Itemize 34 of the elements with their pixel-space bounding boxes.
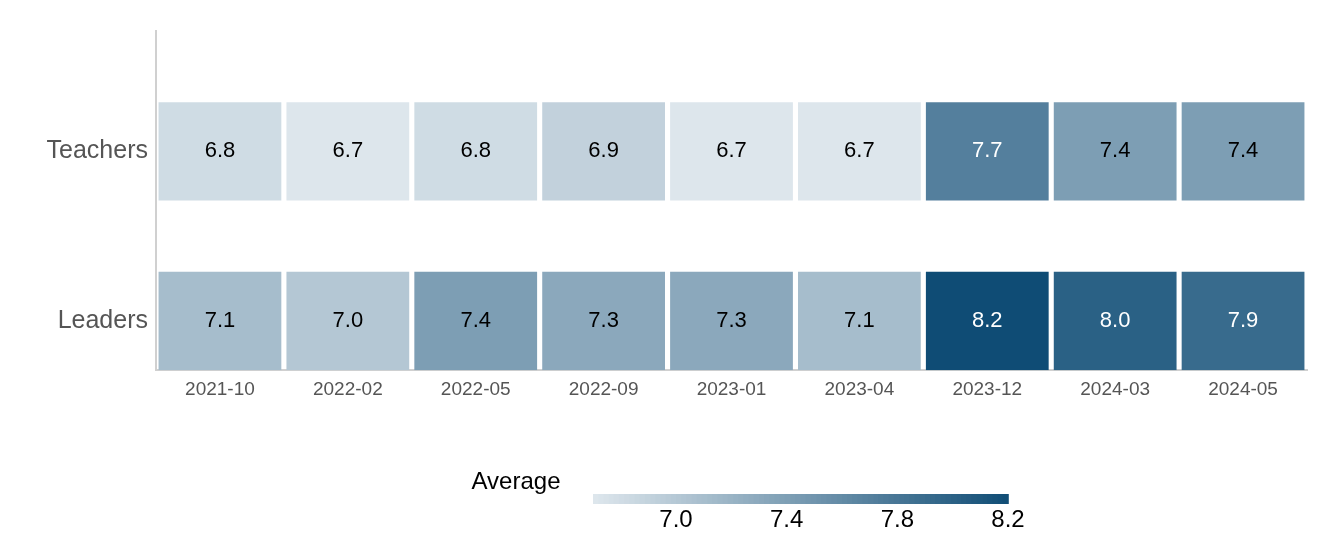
- data-label: 7.4: [460, 307, 492, 333]
- data-label: 6.7: [844, 137, 875, 163]
- color-bar-title: Average: [471, 466, 561, 494]
- data-label: 7.9: [1227, 307, 1259, 333]
- y-tick-label: Teachers: [46, 135, 148, 164]
- data-label: 7.1: [844, 307, 875, 333]
- x-tick-label: 2023-04: [824, 377, 895, 399]
- data-label: 7.4: [1099, 137, 1131, 163]
- y-tick-label: Leaders: [57, 304, 148, 333]
- x-tick-label: 2022-02: [312, 377, 383, 399]
- data-label: 6.8: [204, 137, 236, 163]
- x-tick-label: 2022-05: [440, 377, 511, 399]
- data-label: 6.9: [588, 137, 619, 163]
- x-tick-label: 2024-03: [1080, 377, 1151, 399]
- x-tick-label: 2022-09: [568, 377, 639, 399]
- data-label: 7.1: [204, 307, 236, 333]
- data-label: 6.8: [460, 137, 492, 163]
- data-label: 7.3: [588, 307, 619, 333]
- color-bar-label: 7.8: [880, 504, 915, 532]
- data-label: 7.4: [1227, 137, 1259, 163]
- x-tick-label: 2023-12: [952, 377, 1023, 399]
- data-label: 8.0: [1099, 307, 1131, 333]
- x-tick-label: 2021-10: [185, 377, 255, 399]
- data-label: 6.7: [332, 137, 364, 163]
- color-bar-label: 7.0: [659, 504, 693, 532]
- data-label: 7.0: [332, 307, 364, 333]
- data-label: 7.3: [716, 307, 747, 333]
- x-tick-label: 2024-05: [1208, 377, 1278, 399]
- color-bar-label: 7.4: [769, 504, 804, 532]
- data-label: 7.7: [971, 137, 1003, 163]
- x-tick-label: 2023-01: [696, 377, 767, 399]
- data-label: 6.7: [716, 137, 747, 163]
- data-label: 8.2: [971, 307, 1003, 333]
- color-bar-label: 8.2: [991, 504, 1025, 532]
